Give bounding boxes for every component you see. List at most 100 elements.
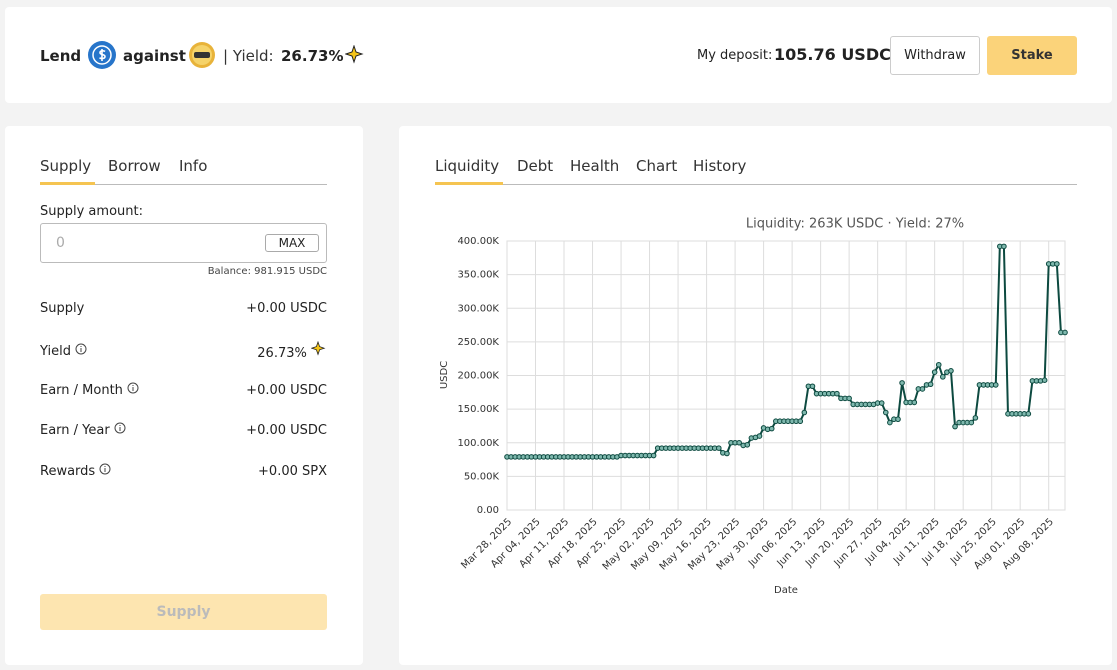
point [992,382,999,388]
point [650,452,657,459]
row-label: Yield [40,344,71,359]
stake-button[interactable]: Stake [987,36,1077,75]
point [887,419,893,426]
left-card [5,126,363,665]
row-label: Supply [40,301,85,316]
max-button[interactable]: MAX [265,234,319,252]
info-icon [127,382,139,394]
x-tick-label: Aug 08, 2025 [1001,516,1056,571]
info-icon [75,343,87,355]
point [931,369,938,375]
y-tick-label: 50.00K [464,471,500,482]
y-axis-label: USDC [439,361,450,389]
point [1025,411,1032,417]
y-tick-label: 150.00K [457,404,499,415]
against-text: against [123,47,186,65]
row-value: 26.73% [257,346,307,361]
tab[interactable]: Supply [40,157,92,175]
deposit-value: 105.76 USDC [774,45,891,64]
point [744,441,751,448]
point [797,418,804,425]
point [899,380,905,386]
point [1054,261,1060,267]
point [809,383,816,390]
tab[interactable]: Chart [636,157,678,175]
sparkle-icon [310,340,326,356]
amount-input[interactable] [40,223,327,263]
info-row: Yield 26.73% [40,340,327,361]
chart-title: Liquidity: 263K USDC · Yield: 27% [746,217,964,232]
info-row: Supply +0.00 USDC [40,301,327,316]
tab-divider [435,184,1077,185]
point [1001,243,1007,250]
info-row: Earn / Year +0.00 USDC [40,422,327,438]
token-icon [189,42,215,68]
info-row: Rewards +0.00 SPX [40,463,327,479]
tab[interactable]: Borrow [108,157,161,175]
point [1062,329,1068,336]
point [834,390,840,397]
deposit-label: My deposit: [697,48,773,63]
row-label: Rewards [40,464,96,479]
usdc-icon [88,41,116,69]
point [768,425,775,432]
tab[interactable]: Info [179,157,208,175]
row-label: Earn / Year [40,423,110,438]
y-tick-label: 400.00K [457,236,499,247]
point [846,395,852,402]
sparkle-icon [345,45,364,64]
tab[interactable]: Debt [517,157,554,175]
row-label: Earn / Month [40,383,123,398]
header-card: Lend against | Yield: 26.73% My deposit:… [5,7,1112,103]
tab[interactable]: Liquidity [435,157,500,175]
tab-indicator [40,182,95,185]
point [715,445,722,451]
row-value: +0.00 USDC [246,301,327,316]
y-tick-label: 250.00K [457,337,499,348]
point [972,415,979,421]
tab-divider [40,184,327,185]
point [1041,377,1048,384]
point [882,409,889,416]
yield-label: | Yield: [223,47,274,65]
row-value: +0.00 USDC [246,422,327,438]
point [756,433,763,439]
point [724,450,730,457]
lend-text: Lend [40,47,82,65]
y-tick-label: 350.00K [457,270,499,281]
point [919,386,926,392]
y-tick-label: 100.00K [457,438,499,449]
y-tick-label: 300.00K [457,303,499,314]
info-row: Earn / Month +0.00 USDC [40,382,327,398]
point [935,361,942,368]
balance-text: Balance: 981.915 USDC [207,266,327,277]
row-value: +0.00 USDC [246,382,327,398]
yield-value: 26.73% [281,47,344,65]
point [801,409,808,416]
y-tick-label: 0.00 [477,505,499,516]
point [878,400,885,406]
supply-button[interactable]: Supply [40,594,327,630]
point [952,423,958,430]
point [911,399,918,406]
tab[interactable]: History [693,157,747,175]
tab[interactable]: Health [570,157,620,175]
point [968,419,975,426]
point [927,381,934,388]
y-tick-label: 200.00K [457,371,499,382]
point [895,416,901,423]
amount-placeholder: 0 [56,235,65,251]
x-tick-label: Mar 28, 2025 [459,516,514,571]
withdraw-button[interactable]: Withdraw [890,36,980,75]
row-value: +0.00 SPX [258,463,327,479]
x-axis-label: Date [774,585,798,596]
point [940,374,946,380]
point [948,367,954,374]
amount-label: Supply amount: [40,204,143,219]
tab-indicator [435,182,503,185]
info-icon [114,422,126,434]
point [736,439,742,446]
chart: Liquidity: 263K USDC · Yield: 27% USDC D… [439,217,1068,596]
info-icon [99,463,111,475]
